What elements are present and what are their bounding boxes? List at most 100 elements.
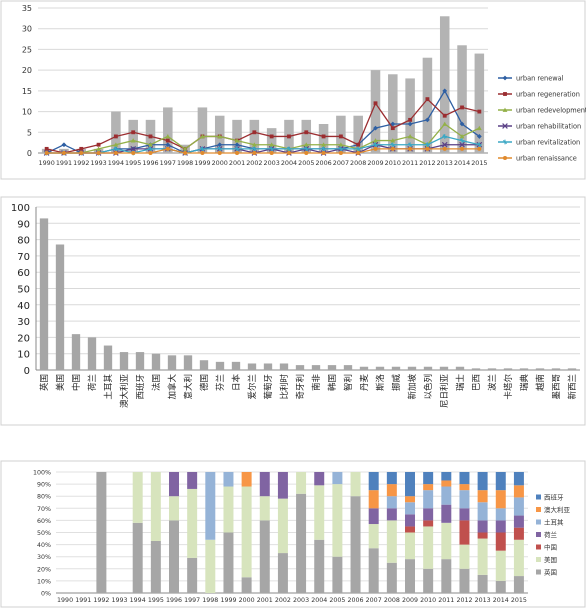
x-tick-label: 2004: [281, 159, 297, 167]
x-tick-label: 1991: [56, 159, 72, 167]
x-tick-label: 土耳其: [103, 374, 114, 400]
bar-segment: [169, 520, 179, 593]
y-tick-label: 0: [24, 366, 30, 377]
bar-segment: [223, 472, 234, 487]
x-tick-label: 1992: [73, 159, 89, 167]
y-tick-label: 20: [17, 333, 30, 344]
point: [407, 134, 413, 139]
bar-segment: [350, 472, 361, 497]
point: [234, 138, 240, 143]
bar: [87, 337, 97, 370]
x-tick-label: 德国: [199, 374, 210, 391]
x-tick-label: 2015: [471, 159, 487, 167]
bar: [311, 365, 321, 370]
legend-label: 荷兰: [544, 530, 558, 539]
bar: [457, 45, 467, 153]
bar-segment: [441, 504, 452, 523]
point: [113, 146, 119, 152]
bar: [249, 119, 260, 153]
bar: [407, 366, 417, 370]
bar-segment: [332, 556, 343, 593]
point: [304, 130, 309, 135]
bar-segment: [277, 498, 288, 554]
x-tick-label: 巴西: [472, 374, 482, 391]
y-tick-label: 30%: [37, 554, 51, 561]
point: [148, 134, 153, 139]
y-tick-label: 10%: [37, 578, 51, 585]
x-tick-label: 西班牙: [135, 374, 146, 400]
legend-swatch: [536, 557, 541, 562]
point: [217, 150, 222, 156]
x-tick-label: 2000: [212, 159, 228, 167]
bar-segment: [368, 524, 379, 549]
bar: [301, 119, 312, 153]
chart-frame: [0, 460, 586, 608]
series-line: [46, 123, 480, 154]
point: [408, 117, 413, 122]
bar-segment: [386, 520, 397, 563]
bar-segment: [169, 472, 179, 497]
bar-segment: [423, 568, 434, 593]
bar: [215, 361, 225, 370]
bar: [474, 53, 485, 154]
x-tick-label: 芬兰: [215, 374, 226, 391]
x-tick-label: 1994: [130, 597, 146, 604]
bar-segment: [241, 472, 252, 487]
point: [373, 125, 378, 131]
x-tick-label: 英国: [39, 374, 50, 391]
y-tick-label: 25: [22, 45, 32, 54]
bar-segment: [459, 544, 470, 569]
x-tick-label: 尼日利亚: [439, 374, 450, 409]
x-tick-label: 2004: [311, 597, 327, 604]
x-tick-label: 瑞典: [519, 374, 530, 392]
bar-segment: [513, 539, 524, 577]
y-tick-label: 70%: [37, 506, 51, 513]
bar-segment: [368, 472, 379, 491]
bar: [336, 115, 346, 153]
point: [251, 146, 257, 152]
x-tick-label: 2002: [246, 159, 262, 167]
y-tick-label: 80: [17, 236, 30, 247]
x-tick-label: 2003: [293, 597, 309, 604]
bar-segment: [296, 493, 307, 593]
point: [131, 130, 136, 135]
point: [130, 138, 136, 143]
bar-segment: [405, 514, 415, 527]
x-tick-label: 2015: [511, 597, 527, 604]
bar-segment: [368, 508, 379, 525]
bar: [423, 366, 433, 370]
bar-segment: [241, 486, 252, 578]
bar-segment: [441, 472, 452, 481]
bar-segment: [223, 486, 234, 533]
bar: [163, 107, 173, 153]
bar-segment: [223, 532, 234, 593]
bar-segment: [259, 496, 270, 521]
x-tick-label: 2012: [456, 597, 472, 604]
point: [252, 130, 257, 135]
bar: [471, 368, 481, 370]
point: [286, 146, 292, 152]
bar: [295, 365, 305, 370]
x-tick-label: 2001: [257, 597, 273, 604]
point: [407, 121, 413, 127]
bar-segment: [405, 502, 415, 515]
point: [321, 146, 326, 152]
point: [96, 146, 101, 151]
bar: [197, 107, 208, 153]
point: [373, 138, 378, 143]
bar-segment: [513, 527, 524, 540]
x-tick-label: 波兰: [487, 374, 498, 391]
bar: [119, 352, 129, 370]
point: [477, 146, 482, 151]
bar-segment: [150, 472, 161, 541]
point: [356, 150, 361, 156]
bar-segment: [296, 472, 307, 494]
chart-panel-share: 0% 10% 20% 30% 40% 50% 60% 70% 80% 90% 100% 1990 199…: [0, 460, 586, 608]
point: [217, 142, 223, 148]
point: [148, 142, 153, 147]
series-line: [46, 135, 480, 154]
x-tick-label: 2009: [402, 597, 418, 604]
bar: [422, 57, 433, 153]
bar: [503, 368, 513, 370]
bar-segment: [277, 553, 288, 593]
